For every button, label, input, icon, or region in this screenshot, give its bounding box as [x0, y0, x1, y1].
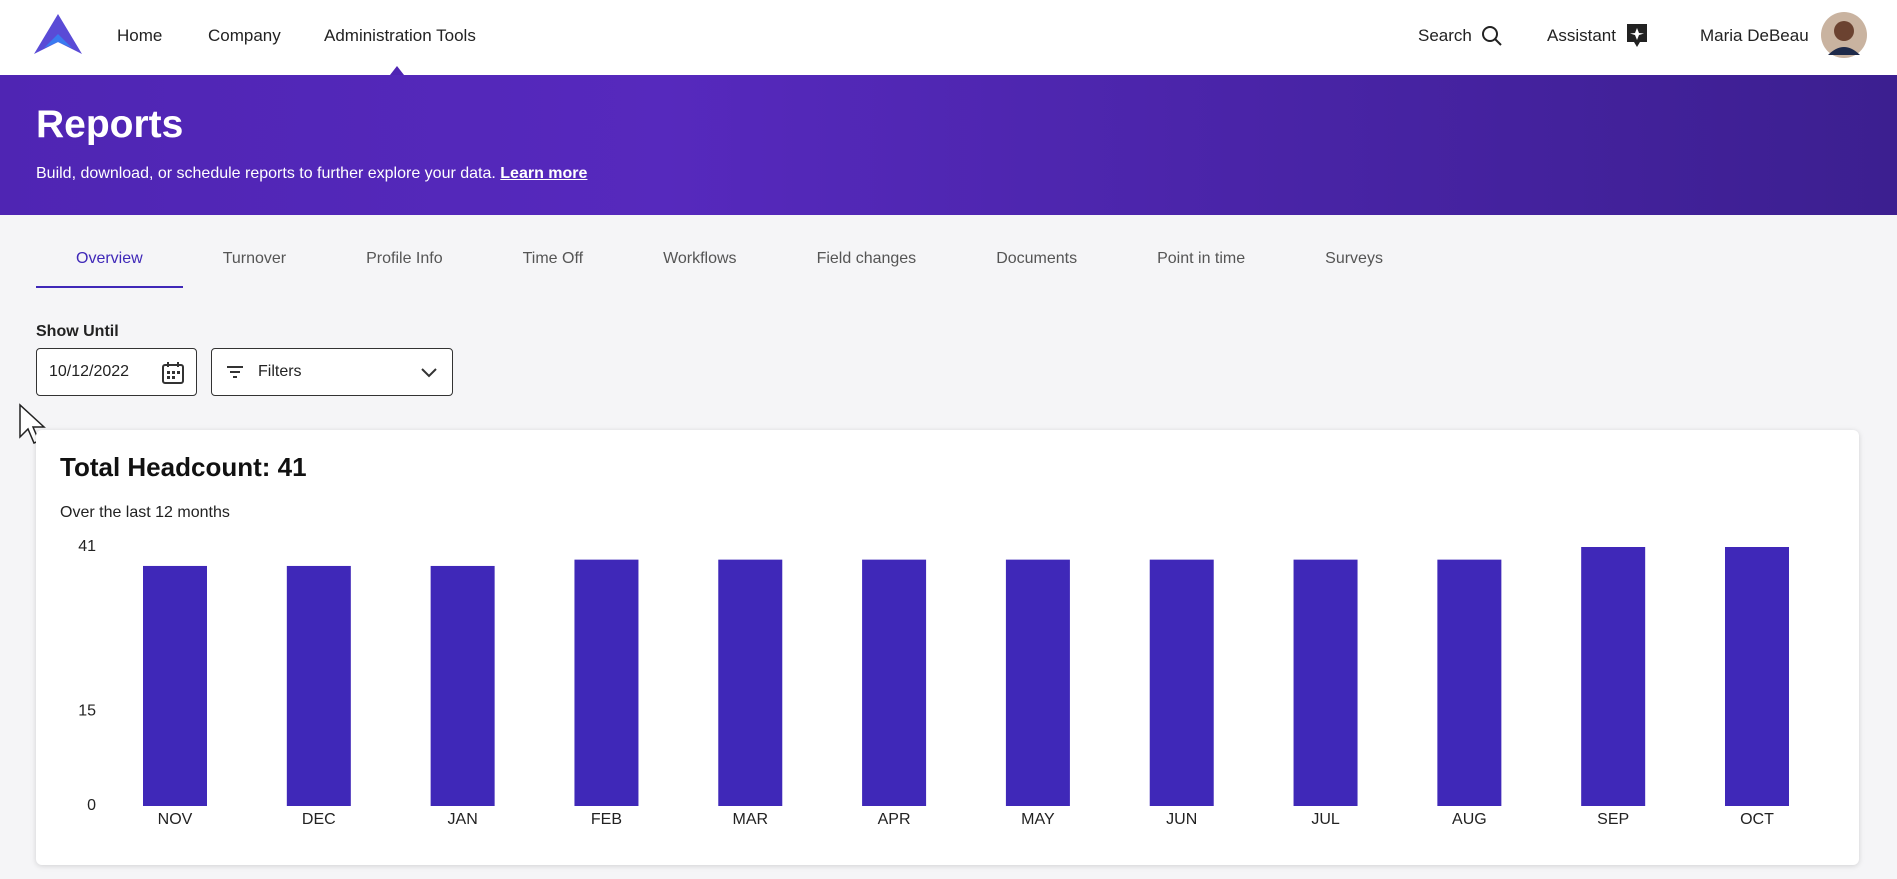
user-name[interactable]: Maria DeBeau: [1700, 26, 1809, 45]
chart-subtitle: Over the last 12 months: [60, 504, 230, 521]
bar: [286, 565, 351, 806]
filters-text: Filters: [258, 363, 302, 380]
x-tick-label: MAR: [732, 811, 768, 828]
bar: [143, 565, 207, 806]
x-tick-label: SEP: [1597, 811, 1629, 828]
date-input[interactable]: 10/12/2022: [36, 348, 197, 396]
x-tick-label: APR: [878, 811, 911, 828]
x-tick-label: JUN: [1166, 811, 1197, 828]
tab[interactable]: Field changes: [816, 250, 917, 267]
filter-label: Show Until: [36, 323, 119, 340]
chart-card: Total Headcount: 41 Over the last 12 mon…: [36, 430, 1859, 865]
y-tick-label: 15: [78, 702, 96, 719]
x-tick-label: JUL: [1311, 811, 1340, 828]
tab[interactable]: Overview: [36, 240, 183, 288]
search-icon[interactable]: [1481, 25, 1503, 47]
x-tick-label: FEB: [591, 811, 622, 828]
logo[interactable]: [32, 12, 84, 56]
nav-link[interactable]: Company: [208, 26, 281, 45]
bar: [1005, 559, 1070, 806]
nav-link[interactable]: Administration Tools: [324, 26, 476, 45]
page-title: Reports: [36, 103, 184, 146]
filter-icon: [227, 366, 243, 378]
bar: [862, 559, 927, 806]
x-tick-label: DEC: [302, 811, 336, 828]
x-tick-label: JAN: [448, 811, 478, 828]
tab-bar: Overview Turnover Profile Info Time Off Work…: [36, 240, 1423, 288]
x-tick-label: AUG: [1452, 811, 1487, 828]
bar: [430, 565, 495, 806]
description-text: Build, download, or schedule reports to …: [36, 165, 496, 182]
chart-title: Total Headcount: 41: [60, 452, 307, 482]
bar: [1437, 559, 1502, 806]
x-tick-label: MAY: [1021, 811, 1055, 828]
date-value: 10/12/2022: [49, 363, 130, 380]
chart: Total Headcount: 41 Over the last 12 mon…: [60, 452, 1789, 828]
tab[interactable]: Point in time: [1157, 250, 1246, 267]
page-description: Build, download, or schedule reports to …: [36, 165, 587, 183]
learn-more-link[interactable]: Learn more: [500, 165, 588, 182]
x-tick-label: NOV: [158, 811, 193, 828]
avatar[interactable]: [1820, 11, 1868, 59]
bar: [1725, 547, 1789, 806]
y-tick-label: 0: [87, 797, 96, 814]
banner: Reports Build, download, or schedule rep…: [0, 75, 1897, 215]
nav-link[interactable]: Home: [117, 26, 163, 45]
filters-dropdown[interactable]: Filters: [211, 348, 453, 396]
tab[interactable]: Profile Info: [366, 250, 443, 267]
bar: [1293, 559, 1358, 806]
bar: [718, 559, 783, 806]
chevron-icon: [421, 368, 437, 378]
tab[interactable]: Workflows: [663, 250, 737, 267]
bar: [574, 559, 639, 806]
search-link[interactable]: Search: [1418, 26, 1472, 45]
tab[interactable]: Turnover: [222, 250, 287, 267]
tab[interactable]: Surveys: [1325, 250, 1383, 267]
bar: [1581, 547, 1646, 806]
active-indicator: [390, 66, 404, 75]
x-tick-label: OCT: [1740, 811, 1774, 828]
tab[interactable]: Documents: [996, 250, 1078, 267]
assistant-icon[interactable]: [1627, 24, 1647, 48]
tab[interactable]: Time Off: [522, 250, 584, 267]
bar: [1149, 559, 1214, 806]
assistant-link[interactable]: Assistant: [1547, 26, 1616, 45]
y-tick-label: 41: [78, 538, 96, 555]
top-nav: Home Company Administration Tools Search…: [0, 0, 1897, 75]
calendar-icon[interactable]: [161, 361, 185, 385]
